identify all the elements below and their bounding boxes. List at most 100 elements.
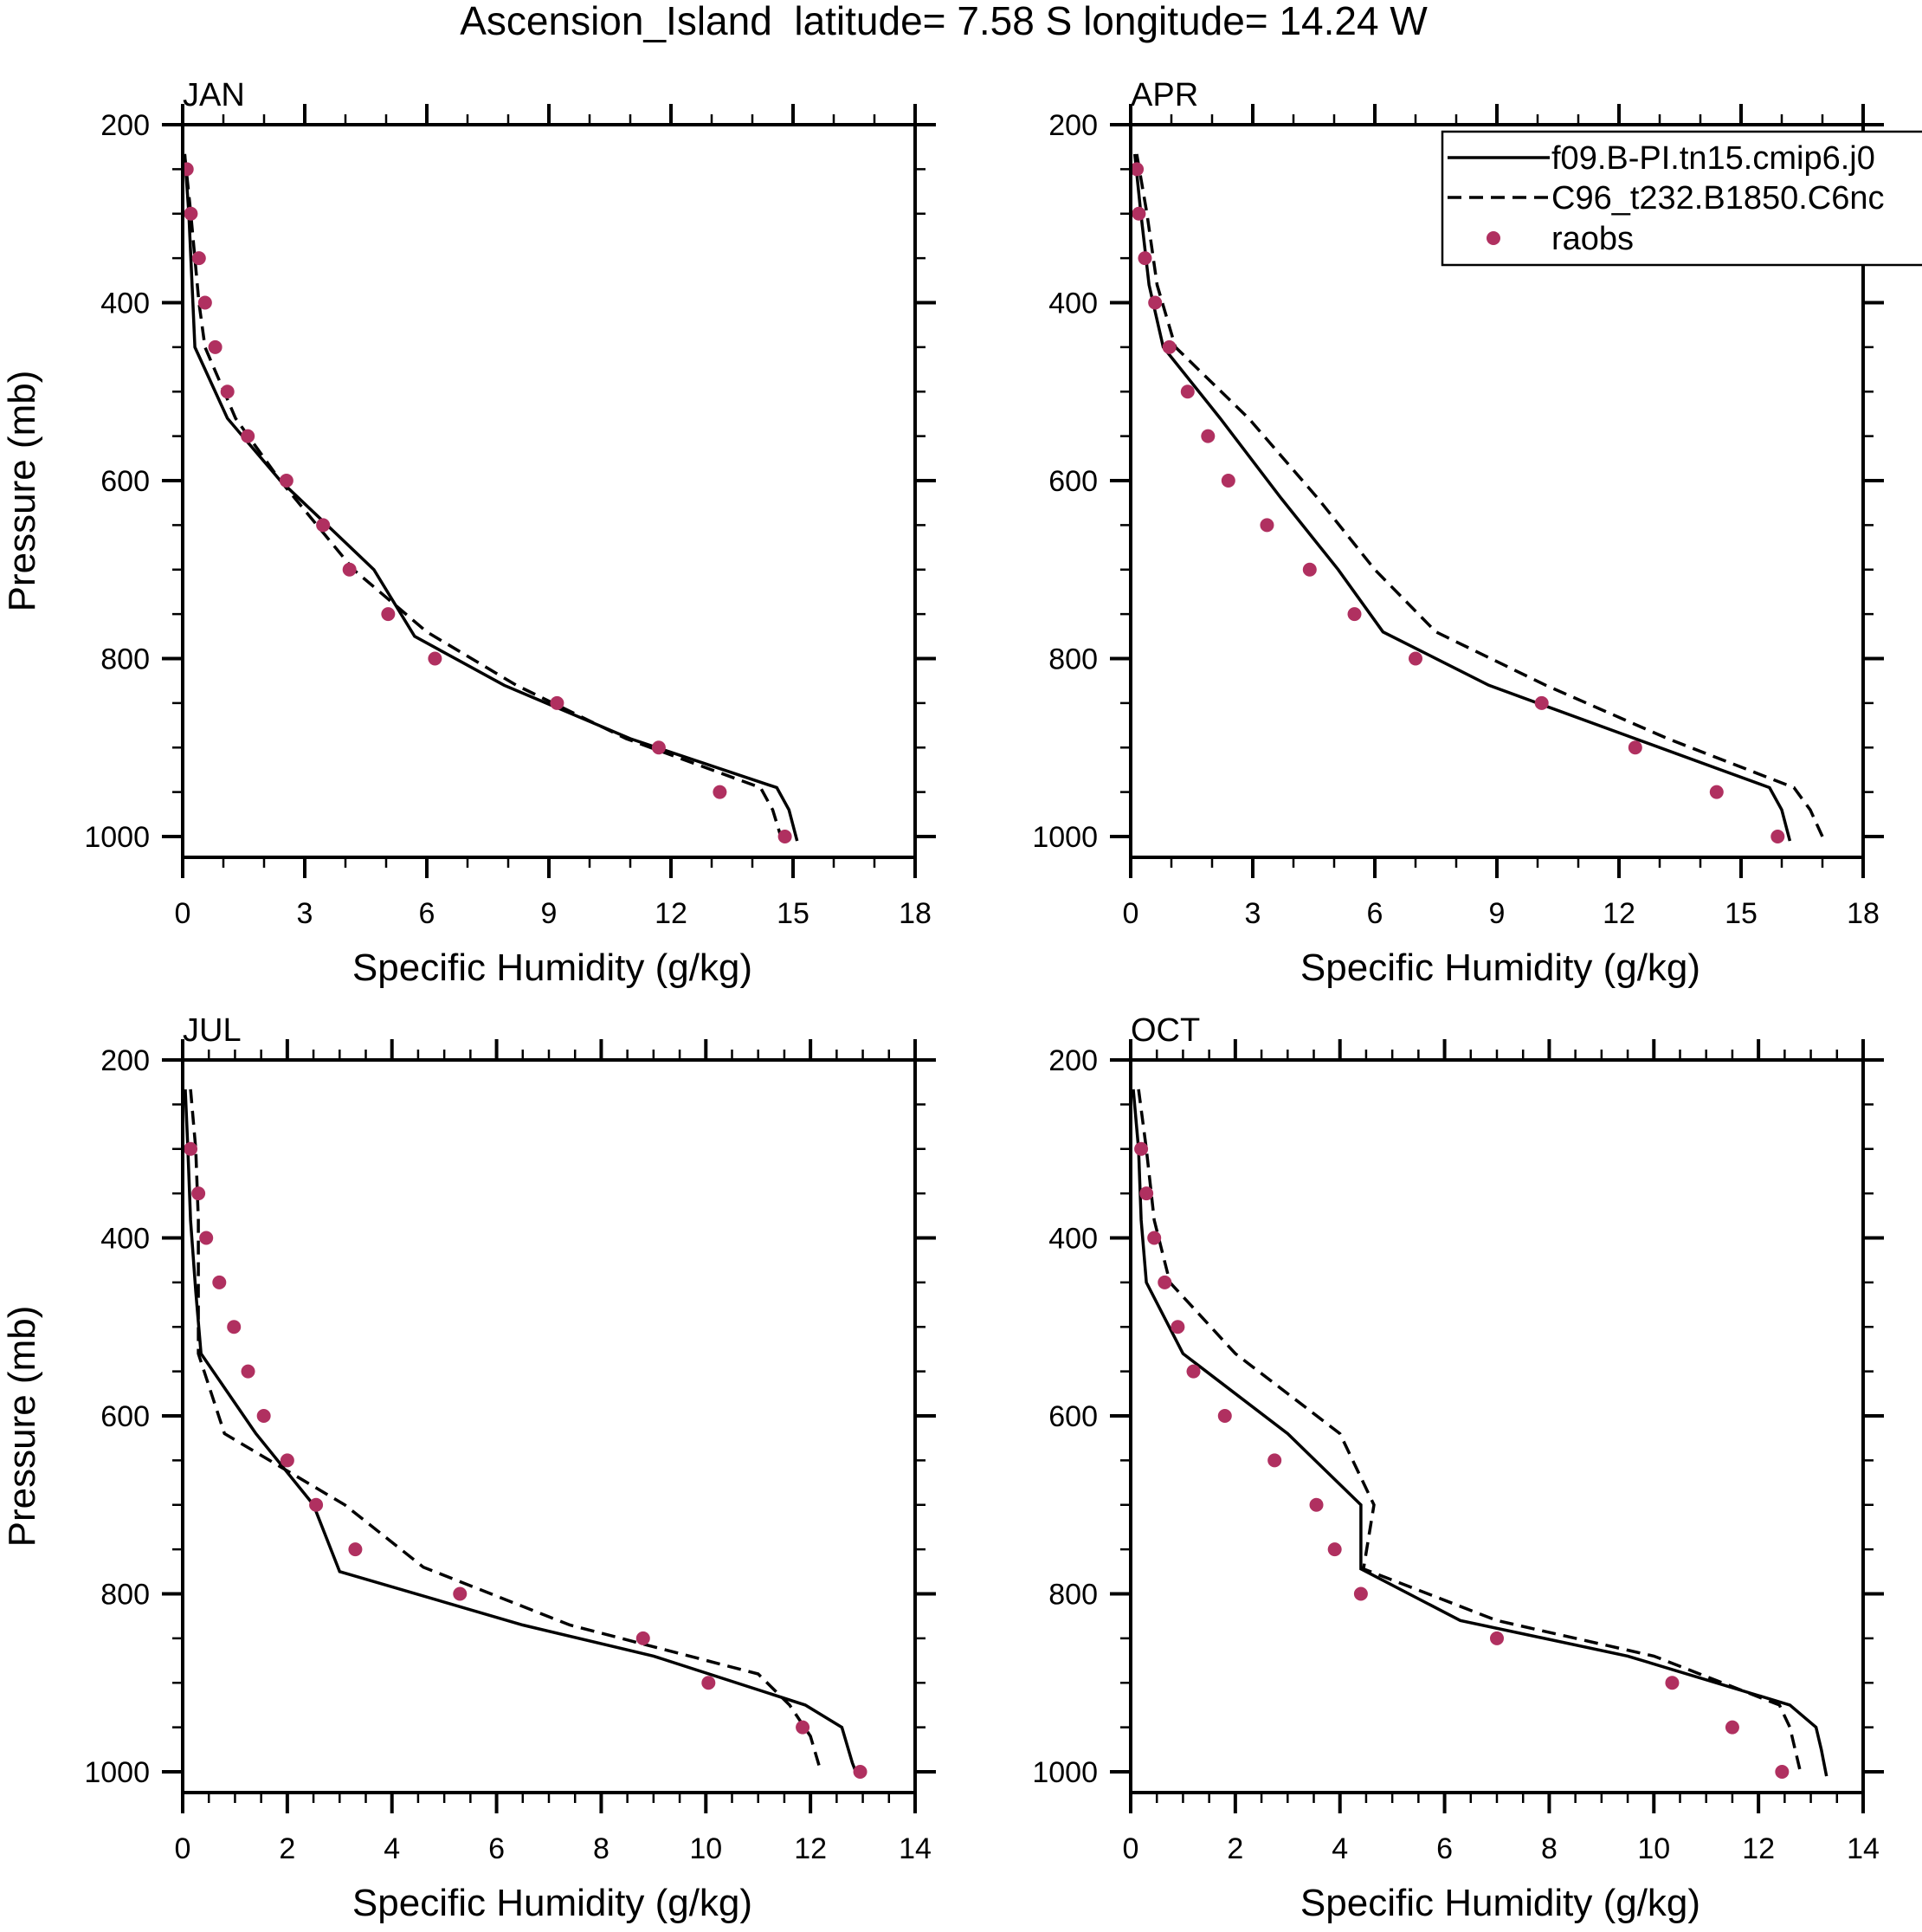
raobs-point — [1171, 1320, 1185, 1334]
raobs-point — [342, 562, 357, 577]
raobs-point — [184, 206, 198, 221]
figure-title: Ascension_Island latitude= 7.58 S longit… — [460, 0, 1428, 43]
x-tick-label: 15 — [777, 897, 809, 930]
raobs-point — [1139, 1186, 1154, 1201]
raobs-point — [241, 429, 255, 443]
raobs-point — [1327, 1542, 1342, 1557]
panel-title: JAN — [183, 77, 245, 113]
x-tick-label: 4 — [1332, 1832, 1348, 1865]
raobs-point — [1132, 206, 1146, 221]
x-tick-label: 3 — [1245, 897, 1261, 930]
raobs-point — [635, 1631, 650, 1645]
y-tick-label: 1000 — [84, 1756, 150, 1789]
series-line-c96 — [1137, 1089, 1803, 1773]
raobs-point — [713, 785, 727, 799]
x-tick-label: 8 — [1541, 1832, 1558, 1865]
x-axis-label: Specific Humidity (g/kg) — [1300, 1882, 1700, 1924]
x-tick-label: 4 — [384, 1832, 400, 1865]
raobs-point — [1134, 1141, 1149, 1156]
raobs-point — [453, 1586, 468, 1601]
raobs-point — [212, 1275, 227, 1289]
x-tick-label: 0 — [1123, 1832, 1139, 1865]
x-tick-label: 12 — [1603, 897, 1635, 930]
raobs-point — [1138, 251, 1152, 266]
panel-title: OCT — [1131, 1012, 1200, 1049]
raobs-point — [309, 1497, 324, 1512]
x-axis-label: Specific Humidity (g/kg) — [352, 1882, 752, 1924]
raobs-point — [279, 474, 293, 488]
raobs-point — [197, 295, 212, 310]
legend: f09.B-PI.tn15.cmip6.j0C96_t232.B1850.C6n… — [1441, 130, 1922, 267]
x-tick-label: 12 — [794, 1832, 827, 1865]
panel-title: APR — [1131, 77, 1198, 113]
x-tick-label: 0 — [1123, 897, 1139, 930]
x-tick-label: 9 — [1489, 897, 1506, 930]
legend-label: f09.B-PI.tn15.cmip6.j0 — [1551, 140, 1875, 177]
raobs-point — [1148, 295, 1163, 310]
y-tick-label: 400 — [100, 288, 150, 320]
x-tick-label: 8 — [593, 1832, 609, 1865]
panel-oct: OCT 0 2 4 6 8 10 12 14 Specific Humidity (g/kg) 20… — [1032, 1012, 1884, 1924]
raobs-point — [1665, 1676, 1680, 1690]
raobs-point — [1775, 1765, 1790, 1779]
y-tick-label: 400 — [1048, 288, 1098, 320]
raobs-point — [256, 1409, 271, 1423]
x-tick-label: 14 — [899, 1832, 932, 1865]
plot-area — [1132, 1089, 1828, 1779]
raobs-point — [1347, 607, 1362, 622]
x-tick-label: 9 — [541, 897, 558, 930]
plot-area — [183, 153, 799, 843]
raobs-point — [701, 1676, 716, 1690]
y-tick-label: 800 — [100, 1579, 150, 1612]
y-tick-label: 1000 — [84, 821, 150, 854]
raobs-point — [1201, 429, 1216, 443]
y-tick-label: 600 — [1048, 1400, 1098, 1433]
raobs-point — [1628, 740, 1642, 755]
raobs-point — [1221, 474, 1235, 488]
series-line-f09 — [1132, 153, 1792, 842]
y-tick-label: 800 — [1048, 1579, 1098, 1612]
raobs-point — [1709, 785, 1724, 799]
y-tick-label: 400 — [1048, 1223, 1098, 1256]
raobs-point — [1302, 562, 1317, 577]
legend-label: C96_t232.B1850.C6nc — [1551, 180, 1885, 216]
y-tick-label: 1000 — [1032, 1756, 1098, 1789]
y-tick-label: 600 — [1048, 465, 1098, 498]
panel-apr: APR 0 3 6 9 12 15 18 Specific Humidity (g/kg) 200… — [1032, 77, 1884, 989]
raobs-point — [777, 830, 792, 843]
y-tick-label: 600 — [100, 1400, 150, 1433]
x-tick-label: 18 — [899, 897, 932, 930]
raobs-point — [1217, 1409, 1232, 1423]
x-tick-label: 0 — [175, 897, 191, 930]
raobs-point — [348, 1542, 363, 1557]
raobs-point — [796, 1720, 810, 1735]
raobs-point — [1725, 1720, 1739, 1735]
raobs-point — [428, 651, 442, 666]
x-tick-label: 0 — [175, 1832, 191, 1865]
y-tick-label: 1000 — [1032, 821, 1098, 854]
x-tick-label: 18 — [1847, 897, 1880, 930]
raobs-point — [1490, 1631, 1504, 1645]
raobs-point — [241, 1364, 255, 1379]
raobs-point — [1186, 1364, 1201, 1379]
panels: JAN 0 3 6 9 12 15 18 Specific Humidity (g/kg) 200… — [1, 77, 1884, 1924]
raobs-point — [280, 1453, 294, 1468]
legend-marker-icon — [1487, 231, 1500, 245]
y-tick-label: 200 — [1048, 1044, 1098, 1077]
y-tick-label: 200 — [1048, 109, 1098, 142]
raobs-point — [1267, 1453, 1282, 1468]
x-tick-label: 6 — [1367, 897, 1383, 930]
series-line-c96 — [1135, 153, 1824, 837]
y-tick-label: 200 — [100, 109, 150, 142]
series-line-f09 — [183, 153, 799, 842]
raobs-point — [183, 162, 194, 177]
y-tick-label: 600 — [100, 465, 150, 498]
y-tick-label: 800 — [1048, 643, 1098, 676]
raobs-point — [1770, 830, 1785, 843]
raobs-point — [1534, 695, 1549, 710]
y-tick-label: 200 — [100, 1044, 150, 1077]
x-tick-label: 6 — [1436, 1832, 1453, 1865]
raobs-point — [1147, 1231, 1162, 1245]
